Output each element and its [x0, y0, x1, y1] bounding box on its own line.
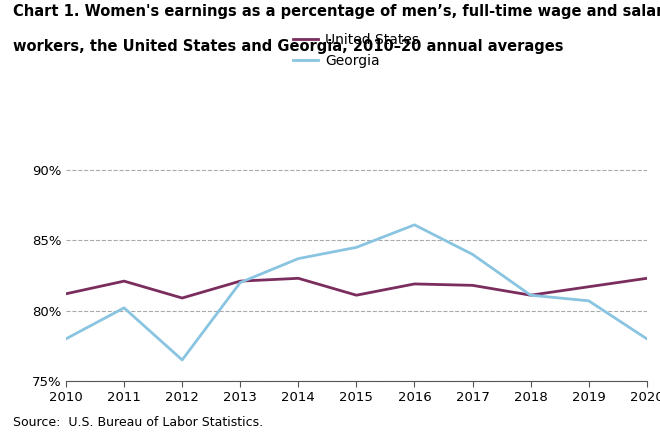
- Legend: United States, Georgia: United States, Georgia: [288, 28, 425, 74]
- Text: workers, the United States and Georgia, 2010–20 annual averages: workers, the United States and Georgia, …: [13, 39, 564, 54]
- Text: Chart 1. Women's earnings as a percentage of men’s, full-time wage and salary: Chart 1. Women's earnings as a percentag…: [13, 4, 660, 19]
- Text: Source:  U.S. Bureau of Labor Statistics.: Source: U.S. Bureau of Labor Statistics.: [13, 416, 263, 429]
